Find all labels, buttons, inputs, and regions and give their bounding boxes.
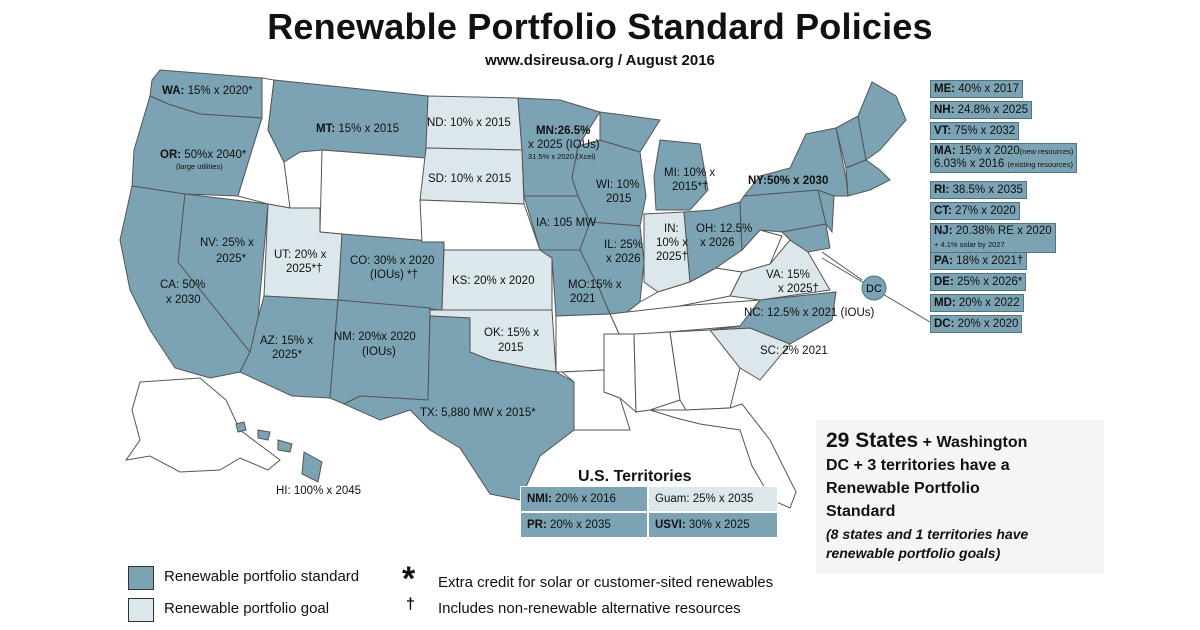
ne-item-me: ME: 40% x 2017	[930, 80, 1024, 98]
page-title: Renewable Portfolio Standard Policies	[267, 6, 933, 47]
label-nv-2: 2025*	[216, 253, 247, 265]
label-ca: CA: 50%	[160, 279, 206, 291]
label-nd: ND: 10% x 2015	[427, 117, 511, 129]
label-az-2: 2025*	[272, 349, 303, 361]
ne-item-ri: RI: 38.5% x 2035	[930, 181, 1027, 199]
legend-asterisk-label: Extra credit for solar or customer-sited…	[438, 574, 774, 591]
label-or: OR: 50%x 2040*	[160, 149, 247, 161]
label-ok: OK: 15% x	[484, 327, 539, 339]
label-wi: WI: 10%	[596, 179, 640, 191]
legend-goal-swatch	[128, 598, 154, 622]
label-wa: WA: 15% x 2020*	[162, 85, 253, 97]
state-ks	[441, 249, 553, 311]
label-ia: IA: 105 MW	[536, 217, 597, 229]
state-md	[780, 223, 831, 253]
label-va-2: x 2025†	[778, 283, 819, 295]
label-ut-2: 2025*†	[286, 263, 323, 275]
state-fl	[649, 403, 797, 509]
legend-standard-swatch	[128, 566, 154, 590]
summary-box: 29 States + Washington DC + 3 territorie…	[816, 420, 1104, 574]
state-ak	[124, 377, 281, 473]
state-mi	[599, 111, 709, 211]
state-me	[857, 81, 907, 161]
label-il: IL: 25%	[604, 239, 643, 251]
page-subtitle: www.dsireusa.org / August 2016	[485, 52, 715, 69]
ne-item-nj: NJ: 20.38% RE x 2020 + 4.1% solar by 2027	[930, 223, 1056, 253]
territory-usvi: USVI: 30% x 2025	[648, 512, 778, 538]
state-al	[633, 331, 681, 413]
label-ny: NY:50% x 2030	[748, 175, 829, 187]
state-mt	[267, 79, 429, 163]
label-mo: MO:15% x	[568, 279, 622, 291]
legend-goal-label: Renewable portfolio goal	[164, 600, 330, 617]
ne-item-vt: VT: 75% x 2032	[930, 122, 1020, 140]
label-ca-2: x 2030	[166, 294, 201, 306]
label-nc: NC: 12.5% x 2021 (IOUs)	[744, 307, 875, 319]
label-ks: KS: 20% x 2020	[452, 275, 535, 287]
label-sd: SD: 10% x 2015	[428, 173, 512, 185]
ne-item-md: MD: 20% x 2022	[930, 294, 1024, 312]
label-nm: NM: 20%x 2020	[334, 331, 416, 343]
summary-line2: DC + 3 territories have a	[826, 457, 1010, 474]
dc-circle	[861, 275, 887, 301]
label-mn-2: x 2025 (IOUs)	[528, 139, 600, 151]
legend-dagger-label: Includes non-renewable alternative resou…	[438, 600, 741, 617]
label-in: IN:	[664, 223, 679, 235]
label-va: VA: 15%	[766, 269, 810, 281]
ne-item-ma: MA: 15% x 2020(new resources) 6.03% x 201…	[930, 143, 1078, 173]
summary-count: 29 States	[826, 429, 919, 452]
ne-item-pa: PA: 18% x 2021†	[930, 252, 1028, 270]
territory-pr: PR: 20% x 2035	[520, 512, 648, 538]
label-mi-2: 2015*†	[672, 181, 709, 193]
label-oh-2: x 2026	[700, 237, 735, 249]
label-or-note: (large utilities)	[176, 162, 223, 171]
label-nm-2: (IOUs)	[362, 346, 396, 358]
state-wy	[319, 149, 427, 243]
ne-item-de: DE: 25% x 2026*	[930, 273, 1027, 291]
ne-item-nh: NH: 24.8% x 2025	[930, 101, 1032, 119]
summary-line3: Renewable Portfolio	[826, 480, 980, 497]
dagger-symbol: †	[406, 596, 415, 613]
label-nv: NV: 25% x	[200, 237, 254, 249]
ne-item-ct: CT: 27% x 2020	[930, 202, 1020, 220]
summary-note1: (8 states and 1 territories have	[826, 526, 1029, 542]
legend-standard-label: Renewable portfolio standard	[164, 568, 360, 585]
label-ut: UT: 20% x	[274, 249, 327, 261]
summary-rest: + Washington	[918, 434, 1028, 451]
territories-title: U.S. Territories	[578, 468, 692, 485]
label-in-2: 10% x	[656, 237, 688, 249]
label-co-2: (IOUs) *†	[370, 269, 418, 281]
label-wi-2: 2015	[606, 193, 632, 205]
summary-line4: Standard	[826, 503, 896, 520]
ne-item-dc: DC: 20% x 2020	[930, 315, 1023, 333]
state-ne	[419, 199, 541, 251]
asterisk-symbol: *	[402, 560, 416, 598]
label-in-3: 2025†	[656, 251, 688, 263]
label-mo-2: 2021	[570, 293, 596, 305]
label-sc: SC: 2% 2021	[760, 345, 828, 357]
label-mn-3: 31.5% x 2020 (Xcel)	[528, 152, 596, 161]
territory-nmi: NMI: 20% x 2016	[520, 486, 648, 512]
label-tx: TX: 5,880 MW x 2015*	[420, 407, 536, 419]
label-mi: MI: 10% x	[664, 167, 716, 179]
label-il-2: x 2026	[606, 253, 641, 265]
label-co: CO: 30% x 2020	[350, 255, 435, 267]
state-hi	[235, 421, 323, 483]
label-oh: OH: 12.5%	[696, 223, 753, 235]
state-ms	[603, 333, 637, 414]
territory-guam: Guam: 25% x 2035	[648, 486, 778, 512]
label-hi: HI: 100% x 2045	[276, 485, 362, 497]
label-ok-2: 2015	[498, 342, 524, 354]
dc-circle-label: DC	[866, 283, 882, 295]
label-mn-1: MN:26.5%	[536, 125, 591, 137]
state-ny	[742, 127, 849, 197]
label-az: AZ: 15% x	[260, 335, 314, 347]
label-mt: MT: 15% x 2015	[316, 123, 400, 135]
summary-note2: renewable portfolio goals)	[826, 545, 1001, 561]
dc-leader-1	[821, 251, 863, 281]
state-ma-ct-ri	[845, 159, 891, 197]
